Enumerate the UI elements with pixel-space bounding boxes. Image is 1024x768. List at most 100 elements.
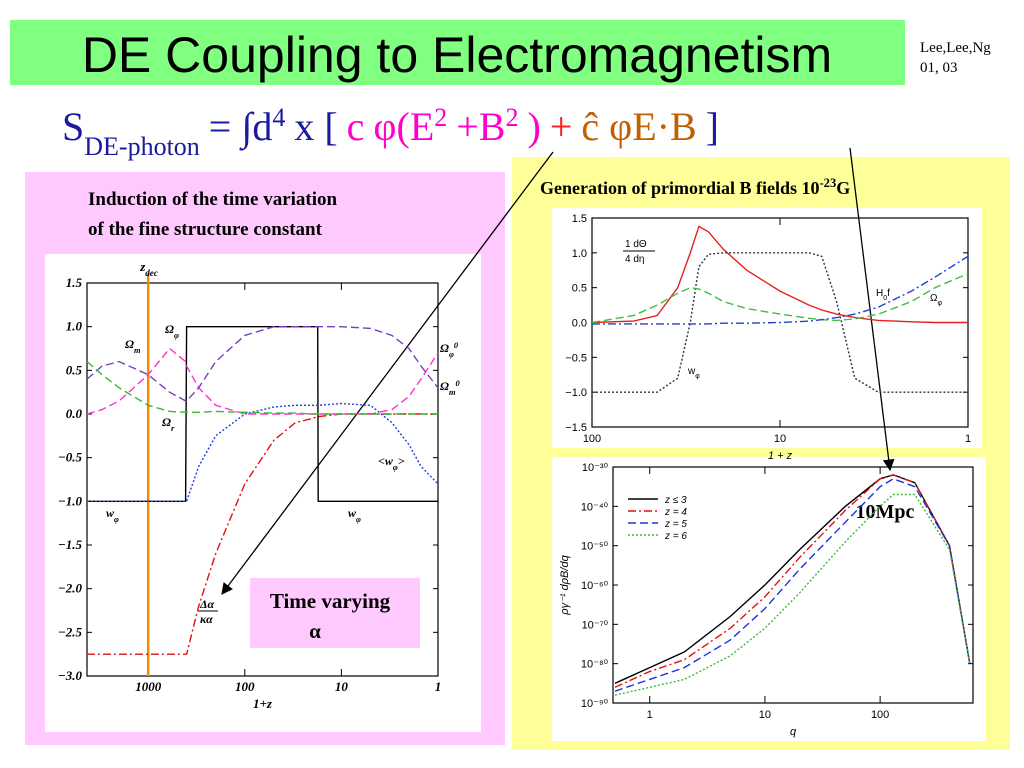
y-tick-label: 0.5	[572, 283, 587, 295]
x-tick-label: 1	[435, 679, 442, 694]
time-box	[250, 578, 420, 648]
formula-text: +B	[456, 104, 505, 149]
x-tick-label: 10	[774, 433, 786, 445]
series-line	[86, 326, 439, 402]
text-part: φ	[937, 300, 942, 307]
x-tick-label: 1	[647, 709, 653, 721]
text-part: w	[106, 506, 115, 520]
text-part: φ	[356, 515, 361, 524]
annotation: Ωm	[125, 337, 141, 355]
text-part: 1 dΘ	[625, 239, 647, 250]
formula-part: )	[528, 104, 541, 149]
marker-label: zdec	[139, 259, 158, 278]
y-tick-label: −3.0	[58, 668, 83, 683]
x-axis-label: 1 + z	[768, 450, 793, 462]
formula-text: = ∫d	[209, 104, 273, 151]
y-tick-label: 10⁻⁷⁰	[582, 619, 609, 631]
formula-text: φ(E	[373, 104, 434, 149]
text-part: m	[134, 346, 141, 355]
annotation: Ωφ	[930, 293, 942, 307]
text-part: Ω	[930, 293, 938, 304]
text-part: Ω	[125, 337, 134, 351]
formula-part: c	[347, 104, 365, 149]
time-box-text: α	[309, 619, 321, 643]
series-line	[614, 478, 971, 692]
time-box-text: Time varying	[270, 589, 391, 613]
formula-text: 2	[506, 103, 519, 132]
formula-text: 2	[434, 103, 447, 132]
text-part: φ	[695, 373, 700, 380]
title: DE Coupling to Electromagnetism	[82, 27, 832, 83]
formula-text: DE-photon	[84, 132, 200, 161]
legend-label: z ≤ 3	[664, 495, 687, 506]
left-caption: of the fine structure constant	[88, 219, 323, 240]
y-tick-label: −0.5	[58, 450, 83, 465]
y-tick-label: 0.5	[66, 362, 83, 377]
y-tick-label: 0.0	[572, 318, 587, 330]
formula-text: ĉ φE·B	[581, 104, 696, 149]
annotation: Ωr	[162, 415, 175, 433]
y-tick-label: −1.0	[58, 493, 83, 508]
citation: 01, 03	[920, 60, 958, 76]
formula-part: ĉ φE·B	[581, 104, 696, 149]
formula-text: )	[528, 104, 541, 149]
x-axis-label: 1+z	[253, 696, 273, 711]
series-line	[614, 474, 971, 688]
y-tick-label: −1.0	[565, 387, 587, 399]
y-tick-label: −0.5	[565, 352, 587, 364]
annotation: wφ	[687, 366, 700, 380]
text-part: Ω	[162, 415, 171, 429]
right-caption: Generation of primordial B fields 10-23G	[540, 176, 850, 198]
formula-part: +B2	[456, 103, 518, 150]
text-part: m	[449, 388, 456, 397]
text-part: φ	[114, 515, 119, 524]
x-tick-label: 1	[965, 433, 971, 445]
y-tick-label: 10⁻³⁰	[582, 462, 609, 474]
formula-text: 4	[272, 103, 285, 132]
text-part: φ	[449, 350, 454, 359]
text-part: φ	[174, 331, 179, 340]
text-part: Ω	[440, 341, 449, 355]
annotation: Ωm0	[440, 379, 460, 397]
text-part: 0	[883, 295, 887, 302]
arrow	[221, 151, 554, 595]
text-part: <w	[378, 454, 394, 468]
annotation: Ωφ0	[440, 341, 459, 359]
text-part: Generation of primordial B fields 10	[540, 178, 819, 198]
formula-text: S	[62, 104, 84, 149]
annotation: 4 dη	[625, 254, 644, 265]
series-line	[86, 361, 438, 415]
legend-label: z = 4	[664, 507, 687, 518]
series-line	[591, 273, 969, 324]
formula-part: φ(E2	[373, 103, 447, 150]
formula-part: SDE-photon	[62, 104, 200, 161]
text-part: >	[398, 454, 405, 468]
y-tick-label: 1.5	[572, 213, 587, 225]
formula-part: = ∫d4	[209, 103, 286, 152]
legend-label: z = 6	[664, 531, 687, 542]
y-tick-label: −1.5	[565, 422, 587, 434]
legend-label: z = 5	[664, 519, 687, 530]
left-caption: Induction of the time variation	[88, 189, 338, 210]
y-tick-label: −2.5	[58, 624, 83, 639]
right-bottom-bg	[552, 457, 986, 741]
series-line	[591, 225, 968, 324]
text-part: w	[687, 366, 696, 377]
text-part: 0	[454, 341, 459, 350]
annotation: Ωφ	[165, 322, 179, 340]
series-line	[87, 402, 439, 502]
y-tick-label: 10⁻⁶⁰	[581, 580, 609, 592]
text-part: H	[876, 288, 883, 299]
text-part: κα	[200, 612, 213, 626]
text-part: 4 dη	[625, 254, 644, 265]
annotation: H0f	[876, 288, 890, 302]
series-line	[592, 252, 968, 393]
x-tick-label: 1000	[135, 679, 162, 694]
y-tick-label: 1.0	[66, 319, 83, 334]
text-part: -23	[819, 176, 836, 190]
formula-text: x [	[294, 104, 337, 149]
y-tick-label: 10⁻⁹⁰	[581, 698, 609, 710]
text-part: dec	[145, 268, 158, 278]
